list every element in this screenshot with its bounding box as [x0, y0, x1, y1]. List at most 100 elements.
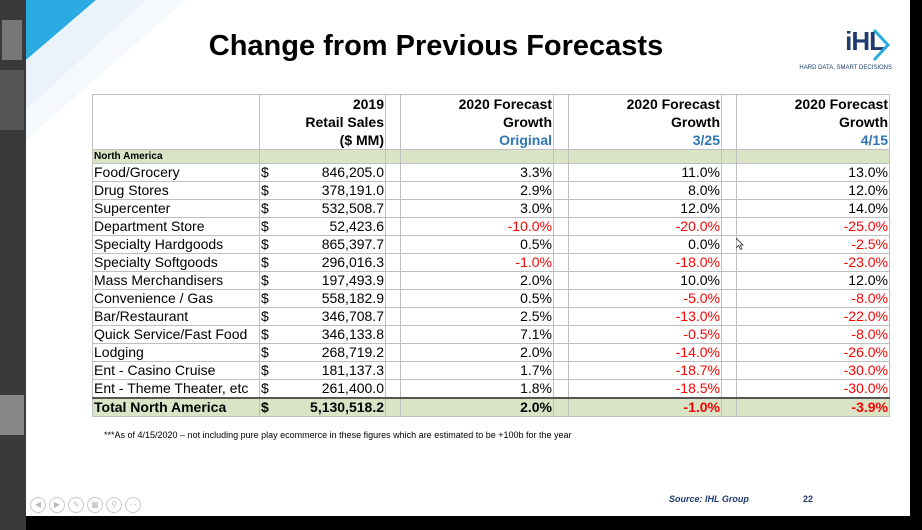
row-currency: $ — [259, 343, 284, 362]
sidebar-thumb — [0, 70, 24, 130]
header-retail-sales: 2019 Retail Sales ($ MM) — [259, 94, 386, 150]
row-growth-4-15: -8.0% — [736, 325, 890, 344]
table-row: Ent - Theme Theater, etc $261,400.0 1.8% -1… — [92, 379, 890, 399]
row-growth-3-25: -14.0% — [568, 343, 722, 362]
row-retail-sales: 532,508.7 — [284, 199, 386, 218]
row-currency: $ — [259, 199, 284, 218]
pen-icon[interactable]: ✎ — [68, 497, 84, 513]
row-gap — [553, 271, 569, 290]
row-retail-sales: 268,719.2 — [284, 343, 386, 362]
row-retail-sales: 558,182.9 — [284, 289, 386, 308]
slides-grid-icon[interactable]: ▦ — [87, 497, 103, 513]
slideshow-controls: ◀ ▶ ✎ ▦ ⚲ ⋯ — [30, 494, 144, 513]
row-growth-3-25: -13.0% — [568, 307, 722, 326]
row-gap — [721, 163, 737, 182]
table-row: Drug Stores $378,191.0 2.9% 8.0% 12.0% — [92, 181, 890, 200]
row-category: Department Store — [92, 217, 260, 236]
table-row: Food/Grocery $846,205.0 3.3% 11.0% 13.0% — [92, 163, 890, 182]
table-row: Quick Service/Fast Food $346,133.8 7.1% -0.… — [92, 325, 890, 344]
row-category: Food/Grocery — [92, 163, 260, 182]
row-growth-4-15: 12.0% — [736, 271, 890, 290]
row-retail-sales: 52,423.6 — [284, 217, 386, 236]
row-retail-sales: 181,137.3 — [284, 361, 386, 380]
row-category: Total North America — [92, 397, 260, 417]
table-header-row: 2019 Retail Sales ($ MM) 2020 Forecast G… — [92, 94, 890, 150]
table-row: Mass Merchandisers $197,493.9 2.0% 10.0% 12.… — [92, 271, 890, 290]
row-growth-original: 3.0% — [400, 199, 554, 218]
table-row: Lodging $268,719.2 2.0% -14.0% -26.0% — [92, 343, 890, 362]
slide: Change from Previous Forecasts iHL HARD … — [26, 0, 910, 516]
row-growth-4-15: -26.0% — [736, 343, 890, 362]
row-currency: $ — [259, 163, 284, 182]
table-row: Department Store $52,423.6 -10.0% -20.0% -25… — [92, 217, 890, 236]
forecast-table: 2019 Retail Sales ($ MM) 2020 Forecast G… — [92, 94, 890, 417]
row-gap — [553, 325, 569, 344]
header-gap — [553, 94, 569, 150]
row-growth-4-15: 12.0% — [736, 181, 890, 200]
row-growth-4-15: 14.0% — [736, 199, 890, 218]
slide-background — [26, 0, 186, 140]
slide-title: Change from Previous Forecasts — [208, 30, 664, 62]
row-gap — [721, 289, 737, 308]
row-growth-original: 2.9% — [400, 181, 554, 200]
row-gap — [553, 361, 569, 380]
row-growth-3-25: -1.0% — [568, 397, 722, 417]
row-category: Supercenter — [92, 199, 260, 218]
row-growth-4-15: 13.0% — [736, 163, 890, 182]
zoom-icon[interactable]: ⚲ — [106, 497, 122, 513]
row-gap — [385, 289, 401, 308]
row-gap — [385, 343, 401, 362]
logo-tagline: HARD DATA, SMART DECISIONS — [799, 65, 892, 71]
row-growth-4-15: -30.0% — [736, 361, 890, 380]
row-growth-original: -10.0% — [400, 217, 554, 236]
row-growth-4-15: -22.0% — [736, 307, 890, 326]
row-gap — [553, 253, 569, 272]
sidebar-thumb — [2, 20, 22, 60]
row-category: Specialty Softgoods — [92, 253, 260, 272]
header-gap — [385, 94, 401, 150]
row-category: Bar/Restaurant — [92, 307, 260, 326]
row-growth-3-25: 8.0% — [568, 181, 722, 200]
row-growth-4-15: -30.0% — [736, 379, 890, 399]
row-gap — [385, 361, 401, 380]
row-growth-original: 3.3% — [400, 163, 554, 182]
row-gap — [385, 379, 401, 399]
ihl-logo: iHL HARD DATA, SMART DECISIONS — [799, 26, 892, 76]
row-gap — [721, 199, 737, 218]
row-gap — [553, 307, 569, 326]
row-growth-original: 2.0% — [400, 397, 554, 417]
row-currency: $ — [259, 307, 284, 326]
table-row: Bar/Restaurant $346,708.7 2.5% -13.0% -22.0% — [92, 307, 890, 326]
row-retail-sales: 197,493.9 — [284, 271, 386, 290]
row-growth-original: 0.5% — [400, 235, 554, 254]
row-gap — [721, 325, 737, 344]
previous-slide-icon[interactable]: ◀ — [30, 497, 46, 513]
row-growth-original: 1.7% — [400, 361, 554, 380]
row-gap — [721, 379, 737, 399]
row-currency: $ — [259, 325, 284, 344]
row-currency: $ — [259, 397, 284, 417]
row-gap — [385, 235, 401, 254]
row-gap — [385, 199, 401, 218]
row-category: Drug Stores — [92, 181, 260, 200]
logo-chevron-icon — [872, 28, 891, 62]
row-gap — [553, 397, 569, 417]
more-options-icon[interactable]: ⋯ — [125, 497, 141, 513]
total-row: Total North America $5,130,518.2 2.0% -1.0%… — [92, 397, 890, 417]
row-currency: $ — [259, 253, 284, 272]
row-growth-3-25: 11.0% — [568, 163, 722, 182]
row-gap — [385, 181, 401, 200]
next-slide-icon[interactable]: ▶ — [49, 497, 65, 513]
header-original: 2020 Forecast Growth Original — [400, 94, 554, 150]
table-row: Supercenter $532,508.7 3.0% 12.0% 14.0% — [92, 199, 890, 218]
table-row: Specialty Softgoods $296,016.3 -1.0% -18.0%… — [92, 253, 890, 272]
header-gap — [721, 94, 737, 150]
row-growth-original: 0.5% — [400, 289, 554, 308]
row-category: Specialty Hardgoods — [92, 235, 260, 254]
row-retail-sales: 865,397.7 — [284, 235, 386, 254]
table-row: Convenience / Gas $558,182.9 0.5% -5.0% -8.0… — [92, 289, 890, 308]
row-growth-3-25: -18.7% — [568, 361, 722, 380]
row-growth-3-25: 12.0% — [568, 199, 722, 218]
mouse-cursor-icon — [736, 238, 744, 250]
row-growth-original: 2.0% — [400, 343, 554, 362]
